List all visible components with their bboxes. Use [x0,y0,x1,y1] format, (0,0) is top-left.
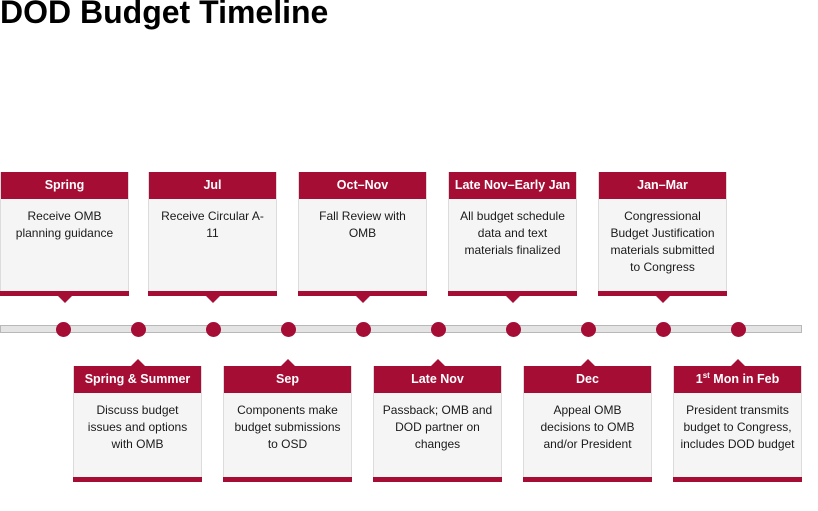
pointer-up-icon [430,359,445,366]
period-ordinal-suffix: st [702,370,710,380]
pointer-up-icon [580,359,595,366]
milestone-description: Appeal OMB decisions to OMB and/or Presi… [540,403,635,451]
milestone-period: Jan–Mar [599,172,726,199]
milestone-period: Dec [524,366,651,393]
pointer-down-icon [57,296,72,303]
card-footer-bar [148,291,277,296]
pointer-up-icon [280,359,295,366]
period-text: Mon in Feb [709,372,780,386]
milestone-card-dec: Dec Appeal OMB decisions to OMB and/or P… [523,359,652,482]
milestone-card-late-nov: Late Nov Passback; OMB and DOD partner o… [373,359,502,482]
timeline-dot [731,322,746,337]
milestone-description: President transmits budget to Congress, … [680,403,795,451]
milestone-period: Oct–Nov [299,172,426,199]
card-footer-bar [373,477,502,482]
card-footer-bar [73,477,202,482]
milestone-period: Jul [149,172,276,199]
card-footer-bar [673,477,802,482]
pointer-down-icon [505,296,520,303]
milestone-description: Discuss budget issues and options with O… [87,403,188,451]
pointer-down-icon [655,296,670,303]
milestone-card-sep: Sep Components make budget submissions t… [223,359,352,482]
card-footer-bar [598,291,727,296]
timeline-dot [356,322,371,337]
period-number: 1 [695,372,703,386]
milestone-description: Receive Circular A-11 [161,209,264,240]
milestone-card-spring: Spring Receive OMB planning guidance [0,172,129,303]
pointer-down-icon [355,296,370,303]
milestone-description: All budget schedule data and text materi… [460,209,565,257]
milestone-period: Late Nov–Early Jan [449,172,576,199]
pointer-up-icon [730,359,745,366]
milestone-description: Fall Review with OMB [319,209,406,240]
page-title: DOD Budget Timeline [0,0,329,30]
milestone-card-jan-mar: Jan–Mar Congressional Budget Justificati… [598,172,727,303]
milestone-description: Passback; OMB and DOD partner on changes [382,403,493,451]
timeline-dot [656,322,671,337]
timeline-dot [431,322,446,337]
pointer-down-icon [205,296,220,303]
timeline-dot [206,322,221,337]
milestone-description: Receive OMB planning guidance [15,209,114,240]
card-footer-bar [223,477,352,482]
timeline-dot [131,322,146,337]
timeline-dot [581,322,596,337]
milestone-card-oct-nov: Oct–Nov Fall Review with OMB [298,172,427,303]
card-footer-bar [523,477,652,482]
milestone-card-jul: Jul Receive Circular A-11 [148,172,277,303]
milestone-period: Spring [1,172,128,199]
card-footer-bar [448,291,577,296]
milestone-description: Congressional Budget Justification mater… [610,209,715,274]
milestone-description: Components make budget submissions to OS… [234,403,341,451]
milestone-card-1st-mon-in-feb: 1st Mon in Feb President transmits budge… [673,359,802,482]
timeline-dot [506,322,521,337]
milestone-period: Sep [224,366,351,393]
milestone-card-late-nov-early-jan: Late Nov–Early Jan All budget schedule d… [448,172,577,303]
card-footer-bar [0,291,129,296]
milestone-period: 1st Mon in Feb [674,366,801,393]
milestone-period: Late Nov [374,366,501,393]
card-footer-bar [298,291,427,296]
timeline-line [0,325,802,333]
pointer-up-icon [130,359,145,366]
milestone-card-spring-summer: Spring & Summer Discuss budget issues an… [73,359,202,482]
milestone-period: Spring & Summer [74,366,201,393]
timeline-dot [56,322,71,337]
timeline-dot [281,322,296,337]
